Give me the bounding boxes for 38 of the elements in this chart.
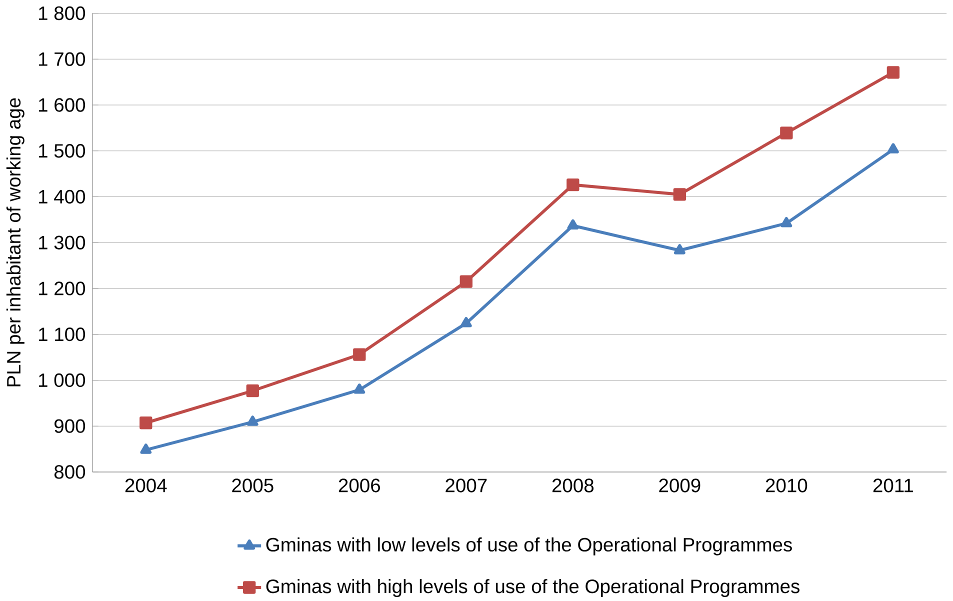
point — [780, 126, 793, 140]
point — [566, 178, 580, 191]
x-tick-label: 2004 — [125, 478, 167, 492]
point — [460, 316, 472, 328]
point — [673, 188, 686, 201]
x-tick-label: 2007 — [446, 478, 487, 492]
y-tick-label: 1 400 — [39, 190, 86, 204]
y-tick-label: 1 800 — [39, 6, 86, 20]
point — [246, 415, 258, 426]
y-tick-label: 1 500 — [39, 144, 86, 158]
y-tick-label: 900 — [54, 419, 86, 433]
point — [460, 275, 472, 288]
point — [886, 66, 900, 79]
x-tick-label: 2011 — [873, 478, 913, 492]
y-axis-title: PLN per inhabitant of working age — [6, 98, 24, 386]
legend-label: Gminas with low levels of use of the Operational Programmes — [266, 537, 792, 556]
point — [887, 142, 899, 154]
point — [353, 348, 366, 361]
x-tick-label: 2009 — [659, 478, 700, 492]
point — [567, 219, 579, 230]
y-tick-label: 1 600 — [39, 98, 86, 112]
point — [780, 216, 792, 228]
x-tick-label: 2010 — [766, 478, 808, 492]
y-tick-label: 1 100 — [39, 327, 86, 341]
point — [246, 384, 259, 397]
y-tick-label: 1 000 — [39, 373, 86, 387]
y-tick-label: 800 — [54, 464, 86, 479]
x-tick-label: 2006 — [338, 478, 380, 492]
x-tick-label: 2005 — [232, 478, 274, 492]
x-tick-label: 2008 — [552, 478, 594, 492]
y-tick-label: 1 700 — [39, 52, 86, 66]
point — [140, 416, 152, 430]
point — [140, 443, 152, 454]
legend-label: Gminas with high levels of use of the Operational Programmes — [266, 578, 800, 597]
point — [674, 244, 686, 254]
point — [354, 383, 366, 394]
y-tick-label: 1 300 — [39, 236, 86, 250]
y-tick-label: 1 200 — [39, 281, 86, 296]
